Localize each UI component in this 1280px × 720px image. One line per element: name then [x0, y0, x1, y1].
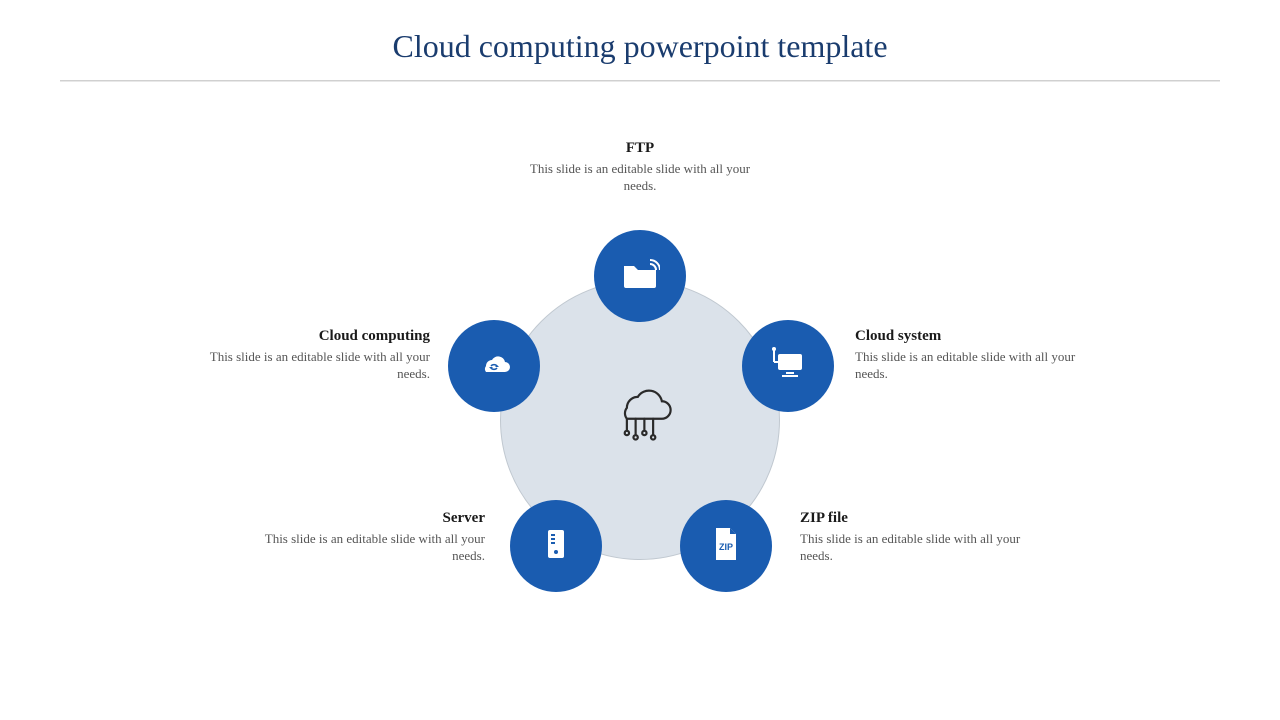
- label-zip-title: ZIP file: [800, 510, 1030, 527]
- node-cloud-computing: [448, 320, 540, 412]
- label-ftp-title: FTP: [525, 140, 755, 157]
- server-icon: [536, 524, 576, 569]
- label-cloud-system: Cloud system This slide is an editable s…: [855, 328, 1085, 383]
- label-cloud-computing-title: Cloud computing: [200, 328, 430, 345]
- label-cloud-system-desc: This slide is an editable slide with all…: [855, 349, 1085, 383]
- node-ftp: [594, 230, 686, 322]
- label-cloud-computing-desc: This slide is an editable slide with all…: [200, 349, 430, 383]
- node-server: [510, 500, 602, 592]
- monitor-connect-icon: [768, 344, 808, 389]
- cloud-network-icon: [605, 375, 675, 445]
- slide-title: Cloud computing powerpoint template: [0, 28, 1280, 65]
- cloud-sync-icon: [474, 344, 514, 389]
- label-zip: ZIP file This slide is an editable slide…: [800, 510, 1030, 565]
- label-cloud-computing: Cloud computing This slide is an editabl…: [200, 328, 430, 383]
- label-server-title: Server: [255, 510, 485, 527]
- label-ftp-desc: This slide is an editable slide with all…: [525, 161, 755, 195]
- label-server-desc: This slide is an editable slide with all…: [255, 531, 485, 565]
- radial-diagram: FTP This slide is an editable slide with…: [0, 120, 1280, 680]
- svg-text:ZIP: ZIP: [719, 542, 733, 552]
- folder-signal-icon: [620, 254, 660, 299]
- label-cloud-system-title: Cloud system: [855, 328, 1085, 345]
- label-server: Server This slide is an editable slide w…: [255, 510, 485, 565]
- title-underline: [60, 80, 1220, 82]
- label-zip-desc: This slide is an editable slide with all…: [800, 531, 1030, 565]
- zip-file-icon: ZIP: [706, 524, 746, 569]
- node-zip: ZIP: [680, 500, 772, 592]
- node-cloud-system: [742, 320, 834, 412]
- label-ftp: FTP This slide is an editable slide with…: [525, 140, 755, 195]
